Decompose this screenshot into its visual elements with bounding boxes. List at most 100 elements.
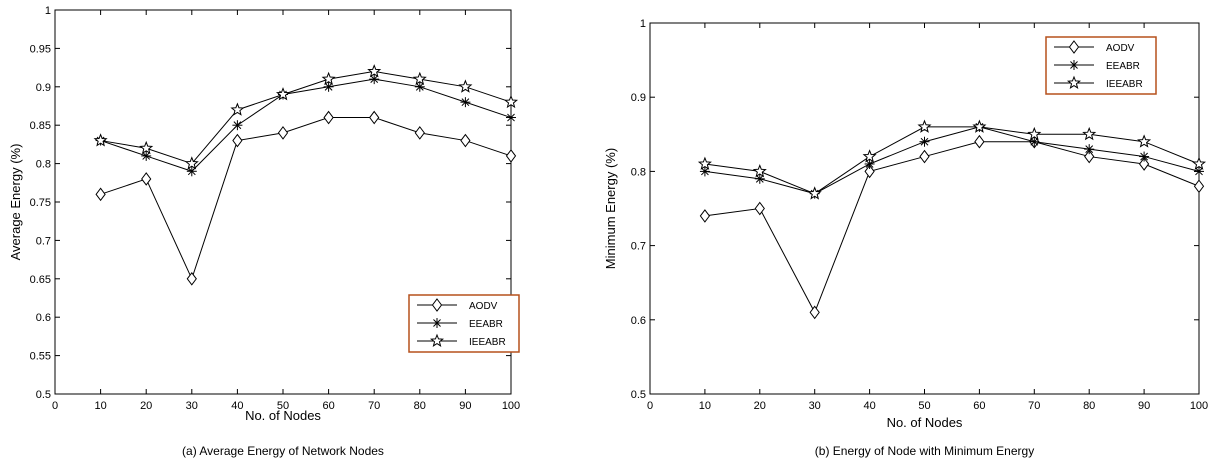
x-axis-label: No. of Nodes [245, 408, 321, 423]
y-tick-label: 0.55 [30, 351, 51, 363]
x-tick-label: 80 [414, 400, 426, 412]
series-line [100, 70, 512, 165]
y-tick-label: 0.65 [30, 274, 51, 286]
legend: AODV EEABR IEEABR [408, 294, 520, 353]
data-point [414, 81, 425, 92]
data-point [414, 126, 425, 140]
legend-label: AODV [469, 301, 498, 312]
y-tick-label: 0.8 [36, 159, 51, 171]
data-point [141, 150, 152, 161]
y-tick-label: 0.9 [631, 92, 646, 104]
x-tick-label: 70 [1028, 400, 1040, 412]
series-line [100, 78, 512, 172]
data-point [752, 164, 767, 178]
series-line [704, 126, 1200, 195]
data-point [1139, 151, 1150, 162]
legend-label: AODV [1106, 43, 1135, 54]
x-tick-label: 80 [1083, 400, 1095, 412]
y-tick-label: 0.85 [30, 120, 51, 132]
legend-marker [1066, 75, 1082, 89]
data-point-stroke [701, 167, 709, 176]
series-aodv [699, 134, 1205, 320]
series-ieeabr [93, 64, 519, 170]
data-point [141, 172, 152, 186]
x-tick-label: 90 [459, 400, 471, 412]
data-point [186, 271, 197, 286]
data-point [972, 119, 987, 133]
data-point [699, 209, 711, 223]
y-tick-label: 0.7 [36, 235, 51, 247]
x-tick-label: 90 [1138, 400, 1150, 412]
data-point [460, 133, 471, 148]
data-point-stroke [920, 137, 929, 146]
data-point [505, 149, 517, 163]
data-point [754, 173, 765, 184]
x-tick-label: 30 [186, 400, 198, 412]
data-point [862, 149, 877, 163]
x-tick-label: 20 [754, 400, 766, 412]
legend-marker [432, 318, 442, 328]
data-point [864, 158, 875, 169]
y-tick-label: 0.5 [36, 389, 51, 401]
data-point [323, 81, 334, 92]
legend-label: EEABR [469, 319, 503, 330]
y-tick-label: 0.8 [631, 166, 646, 178]
y-tick-label: 0.9 [36, 82, 51, 94]
y-tick-label: 0.95 [30, 43, 51, 55]
legend-marker [429, 333, 445, 347]
data-point [1137, 134, 1152, 148]
data-point [232, 133, 243, 148]
data-point-stroke [233, 121, 242, 130]
x-tick-label: 0 [647, 400, 653, 412]
y-tick-label: 0.7 [631, 241, 646, 253]
y-tick-label: 0.6 [36, 312, 51, 324]
data-point [1027, 126, 1042, 141]
y-tick-label: 0.6 [631, 315, 646, 327]
data-point [321, 71, 336, 86]
x-tick-label: 40 [231, 400, 243, 412]
x-axis-label: No. of Nodes [887, 415, 963, 430]
data-point-stroke [1085, 145, 1094, 154]
y-tick-label: 1 [640, 18, 646, 30]
data-point [807, 186, 822, 200]
chart-a: 0 10 20 30 40 50 60 70 80 90 100 0.5 0.55 0.6 0.65 0.7 0… [8, 5, 520, 458]
data-point-stroke [507, 113, 515, 122]
x-tick-label: 50 [918, 400, 930, 412]
x-tick-label: 10 [699, 400, 711, 412]
legend-marker [1068, 40, 1080, 54]
data-point-stroke [1140, 152, 1148, 161]
data-point [699, 166, 710, 177]
legend: AODV EEABR IEEABR [1045, 36, 1157, 95]
data-point [1191, 156, 1207, 170]
data-point [809, 305, 820, 320]
data-point [974, 134, 985, 149]
legend-marker [431, 298, 443, 312]
x-tick-label: 100 [1190, 400, 1208, 412]
x-tick-label: 60 [973, 400, 985, 412]
data-point [367, 64, 382, 78]
data-point [93, 133, 108, 147]
data-point-stroke [415, 82, 424, 91]
legend-label: IEEABR [469, 337, 506, 348]
legend-label: IEEABR [1106, 79, 1143, 90]
x-tick-label: 30 [809, 400, 821, 412]
data-point [1029, 136, 1040, 147]
data-point [369, 110, 380, 125]
x-tick-label: 70 [368, 400, 380, 412]
x-tick-label: 40 [863, 400, 875, 412]
legend-marker-stroke [433, 319, 441, 327]
data-point-stroke [865, 160, 874, 168]
data-point-stroke [187, 167, 196, 176]
data-point [369, 74, 380, 85]
data-point [864, 164, 875, 179]
y-tick-label: 1 [45, 5, 51, 17]
data-point [232, 120, 243, 131]
data-point [917, 119, 932, 133]
data-point-stroke [1195, 167, 1203, 176]
data-point [184, 156, 199, 170]
data-point [139, 140, 154, 155]
x-tick-label: 50 [277, 400, 289, 412]
data-point [275, 87, 291, 101]
